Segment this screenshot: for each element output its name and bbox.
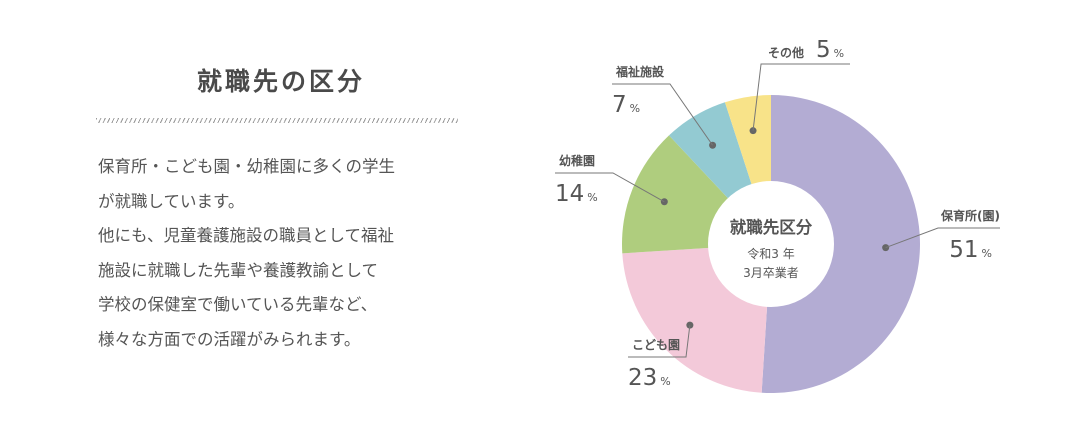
description-line: 他にも、児童養護施設の職員として福祉 xyxy=(98,226,395,245)
callout-leader-line xyxy=(752,63,850,131)
section-heading: 就職先の区分 xyxy=(196,67,365,96)
chart-center-subtitle: 令和3 年 xyxy=(747,246,794,261)
chart-center-subtitle: 3月卒業者 xyxy=(743,266,799,280)
chart-center-title: 就職先区分 xyxy=(730,217,813,237)
chart-callouts: 保育所(園) 51 % こども園 23 % 幼稚園 14 % 福祉施設 7 % その他 5% xyxy=(555,37,1000,391)
slice-value-label: 23% xyxy=(628,365,671,391)
slice-name-label: 福祉施設 xyxy=(615,64,665,79)
slice-name-label: こども園 xyxy=(632,338,680,352)
pie-slice xyxy=(761,95,920,393)
callout-leader-line xyxy=(628,325,691,358)
description-text: 保育所・こども園・幼稚園に多くの学生 が就職しています。 他にも、児童養護施設の… xyxy=(98,150,468,357)
description-panel: 就職先の区分 保育所・こども園・幼稚園に多くの学生 が就職しています。 他にも、… xyxy=(96,0,466,445)
callout-leader-line xyxy=(555,172,665,203)
slice-name-label: 幼稚園 xyxy=(559,153,595,168)
slice-value-label: 5% xyxy=(816,37,844,63)
callout-leader-line xyxy=(885,227,1000,249)
description-line: 様々な方面での活躍がみられます。 xyxy=(98,329,361,349)
chart-center-hole xyxy=(708,181,834,307)
slice-value-label: 14% xyxy=(555,181,598,207)
slice-value-label: 51% xyxy=(949,237,992,263)
slice-name-label: その他 xyxy=(768,45,804,60)
slice-value-label: 7% xyxy=(612,92,640,118)
slice-name-label: 保育所(園) xyxy=(940,208,1000,223)
description-line: 施設に就職した先輩や養護教諭として xyxy=(98,260,379,280)
description-line: が就職しています。 xyxy=(98,191,245,211)
description-line: 学校の保健室で働いている先輩など、 xyxy=(98,295,378,314)
dashed-divider xyxy=(96,118,458,123)
description-line: 保育所・こども園・幼稚園に多くの学生 xyxy=(98,157,395,176)
callout-leader-line xyxy=(612,83,714,146)
